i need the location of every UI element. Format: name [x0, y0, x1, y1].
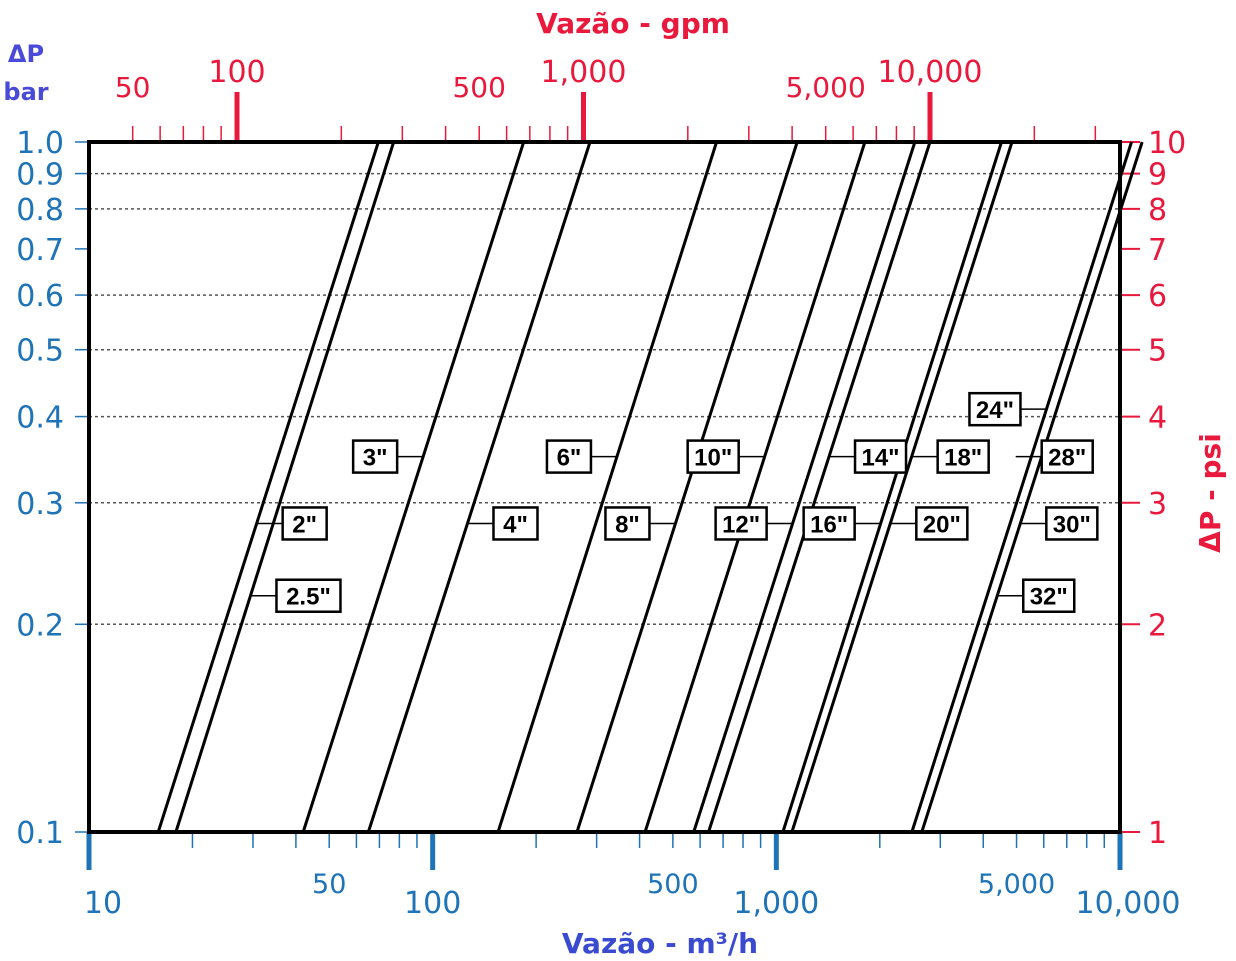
top-axis-title: Vazão - gpm	[536, 7, 730, 40]
series-label-box	[936, 439, 990, 474]
top-tick-label: 1,000	[541, 55, 627, 90]
series-lines	[156, 141, 1144, 833]
left-tick-label: 0.7	[16, 233, 64, 268]
bottom-tick-label: 5,000	[978, 869, 1055, 900]
series-line	[174, 141, 396, 833]
left-tick-label: 0.2	[16, 608, 64, 643]
top-tick-label: 5,000	[786, 71, 866, 104]
top-tick-label: 50	[115, 71, 151, 104]
series-label: 24"	[976, 397, 1014, 424]
series-label-box	[915, 506, 969, 541]
axis-ticks	[75, 92, 1140, 870]
top-tick-label: 500	[452, 71, 505, 104]
bottom-tick-label: 50	[312, 869, 346, 900]
series-label-box	[686, 439, 740, 474]
series-label: 14"	[861, 445, 899, 472]
right-tick-label: 5	[1148, 334, 1167, 369]
series-label: 32"	[1030, 584, 1068, 611]
series-label: 28"	[1048, 445, 1086, 472]
series-line	[575, 141, 799, 833]
series-label-box	[714, 506, 768, 541]
series-label: 2"	[292, 511, 317, 538]
bottom-tick-label: 100	[404, 886, 461, 921]
series-label: 10"	[694, 445, 732, 472]
left-tick-label: 0.1	[16, 816, 64, 851]
bottom-axis-title: Vazão - m³/h	[562, 927, 758, 960]
bottom-tick-label: 10	[84, 886, 122, 921]
left-axis-title-line1: ΔP	[8, 40, 44, 68]
series-label: 3"	[363, 445, 388, 472]
left-tick-label: 0.3	[16, 487, 64, 522]
right-tick-label: 2	[1148, 608, 1167, 643]
series-label: 30"	[1053, 511, 1091, 538]
right-tick-label: 6	[1148, 279, 1167, 314]
left-tick-label: 0.4	[16, 401, 64, 436]
plot-frame	[87, 140, 1122, 834]
series-label-box	[1045, 506, 1099, 541]
bottom-tick-label: 500	[647, 869, 699, 900]
series-label-box	[545, 439, 593, 474]
series-label: 6"	[557, 445, 582, 472]
series-label-box	[281, 506, 328, 541]
series-line	[496, 141, 718, 833]
series-label: 4"	[503, 511, 528, 538]
top-tick-label: 100	[208, 55, 265, 90]
series-label-box	[604, 506, 651, 541]
tick-labels: 10 50 100 500 1,000 5,000 10,000 50 100 500 1,000 5…	[16, 55, 1186, 921]
series-line	[707, 141, 932, 833]
series-line	[790, 141, 1014, 833]
series-line	[910, 141, 1133, 833]
left-tick-label: 0.9	[16, 158, 64, 193]
bottom-tick-label: 10,000	[1076, 886, 1181, 921]
series-line	[781, 141, 1003, 833]
series-line	[156, 141, 380, 833]
series-line	[643, 141, 867, 833]
series-line	[366, 141, 592, 833]
top-tick-label: 10,000	[878, 55, 983, 90]
left-tick-label: 1.0	[16, 126, 64, 161]
right-tick-label: 9	[1148, 158, 1167, 193]
right-tick-label: 1	[1148, 816, 1167, 851]
series-label-box	[802, 506, 856, 541]
right-tick-label: 8	[1148, 193, 1167, 228]
right-axis-title: ΔP - psi	[1194, 433, 1227, 553]
series-label-box	[275, 578, 342, 613]
series-line	[920, 141, 1144, 833]
series-label: 18"	[944, 445, 982, 472]
series-label-box	[492, 506, 539, 541]
series-label: 2.5"	[286, 584, 331, 611]
series-label-box	[1040, 439, 1094, 474]
series-label-box	[853, 439, 908, 474]
series-label: 12"	[722, 511, 760, 538]
series-label: 20"	[923, 511, 961, 538]
left-tick-label: 0.5	[16, 334, 64, 369]
series-label-box	[351, 439, 399, 474]
series-label: 8"	[615, 511, 640, 538]
series-line	[692, 141, 917, 833]
left-axis-title-line2: bar	[3, 78, 48, 106]
series-label: 16"	[810, 511, 848, 538]
right-tick-label: 10	[1148, 126, 1186, 161]
right-tick-label: 7	[1148, 233, 1167, 268]
series-label-box	[1021, 578, 1076, 613]
bottom-tick-label: 1,000	[733, 886, 819, 921]
right-tick-label: 4	[1148, 401, 1167, 436]
series-line	[301, 141, 526, 833]
series-labels: 2" 2.5" 3" 4" 6" 8" 10" 12" 14" 16" 18" 20" 24" 28" 30…	[250, 391, 1099, 613]
left-tick-label: 0.8	[16, 193, 64, 228]
left-tick-label: 0.6	[16, 279, 64, 314]
right-tick-label: 3	[1148, 487, 1167, 522]
series-label-box	[968, 391, 1022, 427]
